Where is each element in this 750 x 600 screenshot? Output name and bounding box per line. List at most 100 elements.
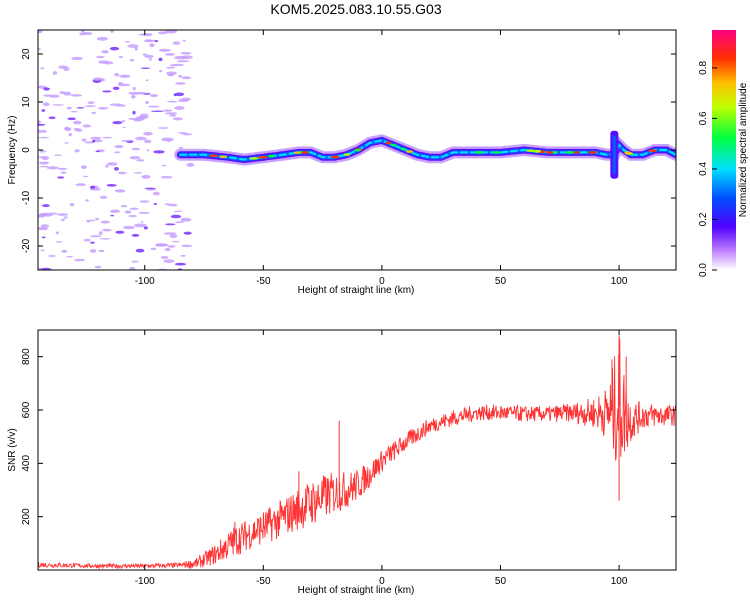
noise-speck (118, 56, 124, 59)
noise-speck (84, 105, 96, 108)
noise-speck (46, 166, 60, 170)
noise-speck (40, 67, 45, 70)
noise-speck (38, 136, 50, 139)
noise-speck (41, 109, 46, 112)
noise-speck (174, 262, 187, 266)
noise-speck (152, 191, 160, 196)
noise-speck (113, 166, 119, 171)
noise-speck (164, 203, 171, 206)
trace-hotspot (293, 151, 301, 154)
noise-speck (144, 54, 154, 59)
noise-speck (112, 121, 123, 125)
noise-speck (181, 55, 193, 60)
noise-speck (134, 223, 147, 228)
noise-speck (38, 48, 41, 51)
noise-speck (38, 30, 43, 34)
noise-speck (182, 40, 187, 42)
noise-speck (164, 112, 178, 115)
noise-speck (67, 117, 76, 121)
noise-speck (150, 247, 157, 251)
noise-speck (39, 212, 48, 217)
noise-speck (39, 161, 49, 165)
noise-speck (143, 39, 153, 43)
noise-speck (118, 74, 131, 78)
noise-speck (164, 30, 178, 34)
noise-speck (89, 249, 97, 253)
noise-speck (124, 210, 132, 214)
noise-speck (140, 220, 144, 223)
noise-speck (75, 128, 83, 132)
trace-hotspot (301, 151, 309, 154)
snr-ylabel: SNR (v/v) (7, 428, 18, 471)
x-tick-label: 0 (379, 576, 385, 587)
trace-hotspot (546, 151, 554, 154)
trace-hotspot (526, 149, 535, 152)
y-tick-label: 10 (21, 96, 32, 108)
noise-speck (90, 185, 96, 189)
noise-speck (60, 218, 65, 222)
noise-speck (124, 40, 131, 43)
noise-speck (95, 217, 100, 221)
noise-speck (49, 94, 60, 98)
noise-speck (81, 138, 87, 142)
snr-panel: -100 -50 0 50 100 200 400 600 800 Height of stra… (7, 329, 677, 596)
noise-speck (167, 100, 178, 103)
noise-speck (165, 223, 176, 226)
noise-speck (113, 151, 121, 154)
trace-hotspot (648, 149, 658, 153)
x-tick-label: -50 (256, 576, 271, 587)
noise-speck (39, 150, 47, 153)
noise-speck (181, 76, 192, 80)
noise-speck (180, 254, 186, 257)
spectrogram-marks (38, 30, 676, 270)
noise-speck (160, 255, 169, 259)
snr-xlabel: Height of straight line (km) (298, 585, 415, 596)
noise-speck (131, 260, 139, 263)
noise-speck (143, 131, 153, 136)
noise-speck (127, 44, 139, 48)
noise-speck (186, 162, 195, 167)
noise-speck (114, 189, 126, 193)
noise-speck (64, 127, 72, 132)
noise-speck (122, 126, 126, 129)
snr-marks (38, 335, 676, 570)
y-tick-label: 600 (21, 401, 32, 418)
trace-hotspot (390, 143, 397, 147)
colorbar-tick-label: 0.8 (698, 61, 709, 75)
noise-speck (70, 94, 83, 97)
noise-speck (161, 164, 167, 167)
noise-speck (90, 241, 95, 244)
noise-speck (121, 139, 132, 142)
noise-speck (117, 171, 127, 175)
noise-speck (101, 50, 109, 54)
noise-speck (175, 82, 186, 85)
trace-feature-core (612, 135, 616, 174)
noise-speck (180, 217, 192, 222)
noise-speck (106, 183, 117, 187)
noise-speck (131, 94, 136, 99)
trace-hotspot (219, 155, 228, 159)
noise-speck (75, 183, 87, 187)
noise-speck (95, 150, 100, 153)
noise-speck (114, 104, 127, 107)
noise-speck (57, 167, 68, 171)
x-tick-label: -100 (135, 276, 155, 287)
noise-speck (155, 243, 169, 247)
y-tick-label: -20 (21, 238, 32, 253)
noise-speck (41, 236, 46, 239)
noise-speck (85, 199, 89, 202)
noise-speck (165, 66, 176, 69)
noise-speck (63, 66, 70, 71)
noise-speck (171, 240, 180, 243)
noise-speck (109, 46, 120, 51)
y-tick-label: 400 (21, 455, 32, 472)
noise-speck (140, 67, 151, 70)
trace-hotspot (268, 154, 275, 158)
noise-speck (134, 46, 138, 51)
trace-hotspot (588, 151, 597, 154)
noise-speck (163, 232, 177, 235)
noise-speck (117, 81, 123, 86)
noise-speck (157, 127, 169, 129)
x-tick-label: 100 (611, 276, 628, 287)
